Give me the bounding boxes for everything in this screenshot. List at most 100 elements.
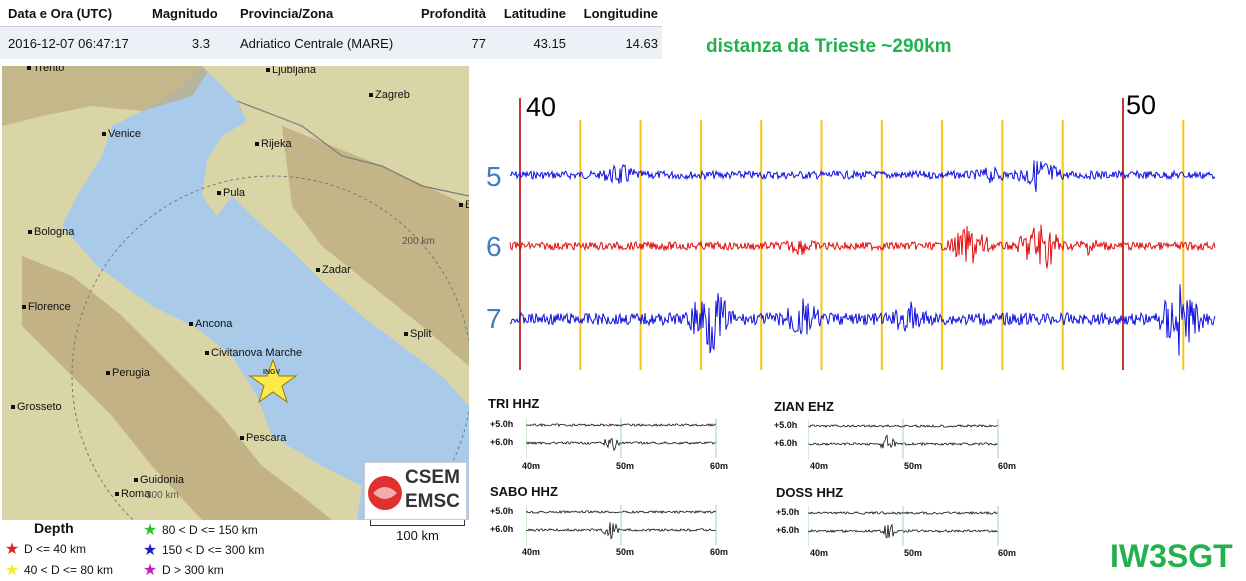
mini-tick: 40m (810, 548, 829, 558)
star-icon: ★ (4, 540, 20, 558)
mini-plot-doss: DOSS HHZ +5.0h +6.0h 40m 50m 60m (774, 485, 1024, 565)
mini-tick: 40m (810, 461, 829, 471)
mini-plot-trace (808, 419, 999, 459)
city-zadar: Zadar (316, 264, 351, 276)
minute-label-40: 40 (526, 92, 557, 122)
event-table: Data e Ora (UTC) Magnitudo Provincia/Zon… (0, 0, 662, 59)
mini-plot-trace (808, 506, 999, 546)
map-canvas (2, 66, 469, 520)
range-label-200km: 200 km (402, 236, 435, 247)
star-icon: ★ (4, 561, 20, 579)
epicenter-star-icon (248, 358, 298, 404)
city-ljubljana: Ljubljana (266, 66, 316, 76)
csem-emsc-logo: CSEM EMSC (364, 462, 467, 520)
mini-tick: 50m (616, 461, 635, 471)
col-header-magnitude: Magnitudo (152, 5, 218, 21)
mini-row-label: +5.0h (776, 507, 800, 517)
land-italy (2, 66, 362, 520)
range-label-300km: 300 km (146, 490, 179, 501)
mini-plot-title: ZIAN EHZ (774, 399, 834, 414)
mini-tick: 40m (522, 461, 541, 471)
legend-item-label: 80 < D <= 150 km (162, 523, 258, 537)
cell-datetime: 2016-12-07 06:47:17 (8, 35, 129, 51)
city-bologna: Bologna (28, 226, 74, 238)
star-icon: ★ (142, 541, 158, 559)
epicenter-label: INGV (263, 369, 281, 376)
mini-tick: 50m (616, 547, 635, 557)
seismogram-canvas (509, 98, 1216, 370)
range-circle-200km (71, 175, 469, 520)
mini-plot-sabo: SABO HHZ +5.0h +6.0h 40m 50m 60m (488, 484, 738, 564)
cell-magnitude: 3.3 (191, 35, 210, 51)
scale-bar-line (370, 520, 465, 526)
legend-item: ★ 40 < D <= 80 km (4, 561, 114, 579)
col-header-zone: Provincia/Zona (240, 5, 334, 21)
mini-tick: 50m (904, 461, 923, 471)
city-roma: Roma (115, 488, 150, 500)
seismogram-panel: 40 50 5 6 7 (480, 90, 1220, 380)
star-icon: ★ (142, 561, 158, 579)
city-guidonia: Guidonia (134, 474, 184, 486)
mini-row-label: +5.0h (774, 420, 798, 430)
mini-tick: 60m (710, 547, 729, 557)
mini-plot-trace (526, 418, 717, 458)
border-line (236, 100, 469, 197)
mini-plot-title: DOSS HHZ (776, 485, 844, 500)
cell-zone: Adriatico Centrale (MARE) (240, 35, 394, 51)
legend-item: ★ D > 300 km (142, 561, 224, 579)
col-header-datetime: Data e Ora (UTC) (8, 5, 113, 21)
mini-row-label: +6.0h (776, 525, 800, 535)
mini-row-label: +5.0h (490, 506, 514, 516)
station-callsign: IW3SGT (1110, 538, 1233, 574)
mini-tick: 60m (710, 461, 729, 471)
mini-row-label: +5.0h (490, 419, 514, 429)
legend-item-label: 40 < D <= 80 km (24, 563, 114, 577)
mini-tick: 60m (998, 461, 1017, 471)
city-trento: Trento (27, 66, 64, 74)
depth-legend: Depth ★ D <= 40 km ★ 40 < D <= 80 km ★ 80 <… (0, 520, 470, 581)
mini-row-label: +6.0h (490, 524, 514, 534)
seismic-trace-7 (509, 284, 1216, 356)
mini-plot-title: SABO HHZ (490, 484, 558, 499)
logo-text-csem: CSEM (405, 467, 460, 488)
logo-globe-icon (368, 476, 402, 510)
mini-tick: 50m (904, 548, 923, 558)
mini-row-label: +6.0h (774, 438, 798, 448)
city-grosseto: Grosseto (11, 401, 62, 413)
mini-plot-tri: TRI HHZ +5.0h +6.0h 40m 50m 60m (488, 396, 738, 476)
minute-label-50: 50 (1126, 90, 1157, 120)
city-b: B (459, 199, 469, 211)
cell-longitude: 14.63 (625, 35, 658, 51)
legend-item-label: D <= 40 km (24, 542, 87, 556)
table-header-row: Data e Ora (UTC) Magnitudo Provincia/Zon… (0, 0, 662, 26)
city-perugia: Perugia (106, 367, 150, 379)
mountains-italy (22, 256, 332, 520)
trace-label-7: 7 (486, 303, 502, 334)
city-civitanova-marche: Civitanova Marche (205, 347, 302, 359)
city-rijeka: Rijeka (255, 138, 292, 150)
col-header-depth: Profondità (421, 5, 486, 21)
city-florence: Florence (22, 301, 71, 313)
city-split: Split (404, 328, 431, 340)
city-zagreb: Zagreb (369, 89, 410, 101)
distance-label: distanza da Trieste ~290km (706, 36, 952, 57)
legend-item: ★ D <= 40 km (4, 540, 87, 558)
city-pula: Pula (217, 187, 245, 199)
legend-item: ★ 80 < D <= 150 km (142, 521, 258, 539)
cell-depth: 77 (471, 35, 486, 51)
star-icon: ★ (142, 521, 158, 539)
col-header-longitude: Longitudine (583, 5, 658, 21)
mini-plot-zian: ZIAN EHZ +5.0h +6.0h 40m 50m 60m (772, 399, 1022, 479)
legend-item-label: D > 300 km (162, 563, 224, 577)
mini-tick: 60m (998, 548, 1017, 558)
legend-title: Depth (34, 520, 74, 536)
city-ancona: Ancona (189, 318, 232, 330)
trace-label-5: 5 (486, 161, 502, 192)
table-row: 2016-12-07 06:47:17 3.3 Adriatico Centra… (0, 26, 662, 59)
legend-item-label: 150 < D <= 300 km (162, 543, 265, 557)
mountains-alps (2, 66, 212, 126)
trace-label-6: 6 (486, 231, 502, 262)
legend-item: ★ 150 < D <= 300 km (142, 541, 265, 559)
mini-tick: 40m (522, 547, 541, 557)
city-pescara: Pescara (240, 432, 286, 444)
